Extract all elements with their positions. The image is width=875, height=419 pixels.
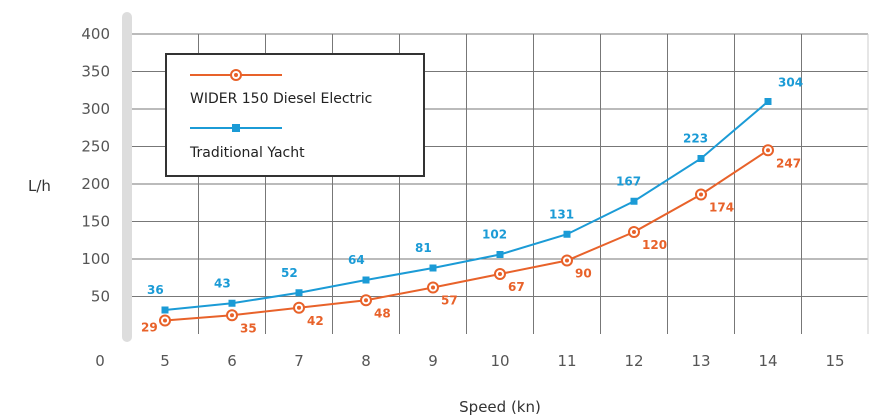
data-label: 223 [683, 132, 708, 146]
data-point-center [565, 258, 569, 263]
data-label: 35 [240, 321, 257, 335]
y-tick-labels: 400 350 300 250 200 150 100 50 [81, 25, 110, 306]
series-line-1 [164, 100, 769, 311]
data-point-center [632, 230, 636, 234]
data-point-center [766, 148, 770, 153]
data-label: 131 [549, 207, 574, 221]
data-label: 167 [616, 174, 641, 188]
data-point-center [431, 285, 435, 290]
x-tick-labels: 0 5 6 7 8 9 10 11 12 13 14 15 [95, 352, 844, 370]
data-point-center [498, 272, 502, 276]
legend-marker-traditional [232, 124, 240, 132]
y-tick-label: 300 [81, 100, 110, 118]
data-label: 67 [508, 280, 525, 294]
series-lines [159, 98, 774, 327]
data-labels: 29 35 42 48 57 67 90 120 174 247 36 43 52 64 81 102 131 1… [141, 76, 803, 336]
y-axis-bar [122, 12, 132, 342]
legend-label-traditional: Traditional Yacht [189, 145, 305, 161]
data-point [228, 299, 236, 307]
y-tick-label: 200 [81, 175, 110, 193]
data-label: 48 [374, 306, 391, 320]
data-label: 52 [281, 266, 298, 280]
data-label: 29 [141, 321, 158, 335]
data-point [764, 98, 772, 105]
data-label: 90 [575, 267, 592, 281]
x-tick-label: 10 [490, 352, 509, 370]
data-point-center [364, 298, 368, 303]
data-point [429, 264, 437, 272]
data-label: 43 [214, 276, 231, 290]
y-tick-label: 50 [91, 288, 110, 306]
data-point-center [230, 313, 234, 318]
data-point-center [699, 192, 703, 197]
data-label: 57 [441, 294, 458, 308]
y-tick-label: 350 [81, 63, 110, 81]
data-label: 36 [147, 283, 164, 297]
x-tick-label: 11 [557, 352, 576, 370]
x-tick-label: 0 [95, 352, 105, 370]
data-label: 120 [642, 238, 667, 252]
x-tick-label: 15 [825, 352, 844, 370]
data-point [630, 197, 638, 205]
x-tick-label: 5 [160, 352, 170, 370]
data-label: 42 [307, 314, 324, 328]
data-label: 81 [415, 241, 432, 255]
x-tick-label: 8 [361, 352, 371, 370]
data-point-center [297, 305, 301, 310]
data-point [295, 289, 303, 297]
y-axis-title: L/h [28, 177, 51, 195]
data-point [496, 251, 504, 258]
x-tick-label: 6 [227, 352, 237, 370]
x-tick-label: 12 [624, 352, 643, 370]
x-tick-label: 14 [758, 352, 777, 370]
y-tick-label: 250 [81, 138, 110, 156]
data-point [161, 306, 169, 314]
legend-marker-wider-dot [234, 73, 238, 77]
y-tick-label: 400 [81, 25, 110, 43]
y-tick-label: 100 [81, 250, 110, 268]
x-tick-label: 13 [691, 352, 710, 370]
data-label: 102 [482, 228, 507, 242]
legend: WIDER 150 Diesel Electric Traditional Ya… [165, 53, 425, 177]
data-point [362, 276, 370, 284]
x-axis-title: Speed (kn) [459, 398, 541, 416]
data-point-center [163, 318, 167, 323]
data-label: 64 [348, 253, 365, 267]
series-line-0 [164, 149, 769, 322]
y-tick-label: 150 [81, 213, 110, 231]
data-point [563, 230, 571, 238]
y-axis-bar-shape [122, 12, 132, 342]
data-label: 174 [709, 201, 734, 215]
x-tick-label: 9 [428, 352, 438, 370]
x-tick-label: 7 [294, 352, 304, 370]
legend-label-wider: WIDER 150 Diesel Electric [190, 91, 372, 107]
data-label: 247 [776, 156, 801, 170]
data-label: 304 [778, 76, 803, 90]
data-point [697, 155, 705, 162]
